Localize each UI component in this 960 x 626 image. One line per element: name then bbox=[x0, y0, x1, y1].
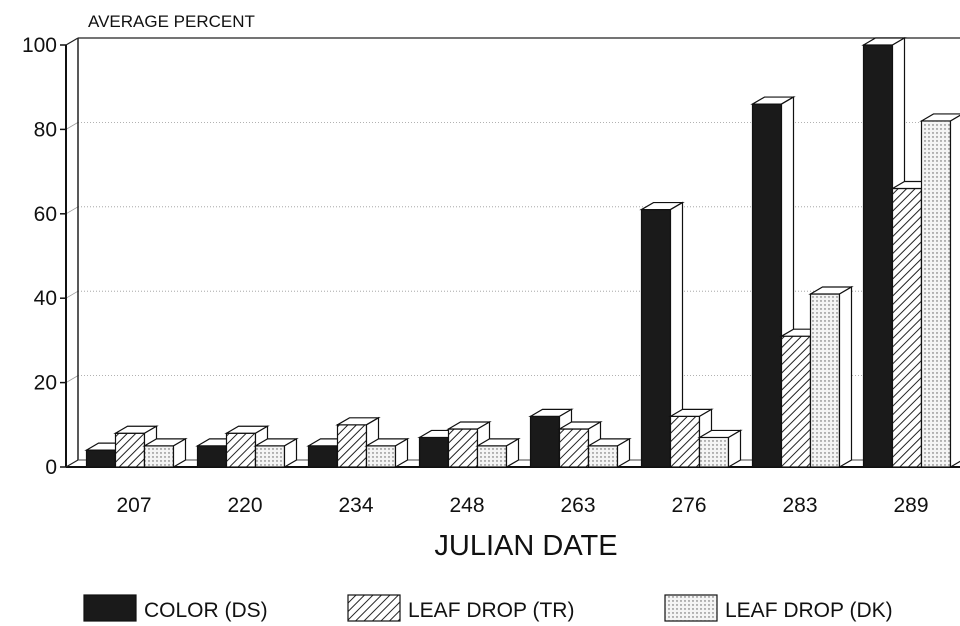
bar bbox=[364, 437, 410, 469]
bar bbox=[475, 437, 521, 469]
legend-swatch bbox=[664, 594, 718, 622]
bar bbox=[253, 437, 299, 469]
bar bbox=[919, 113, 960, 469]
bar bbox=[224, 425, 270, 469]
y-tick-label: 60 bbox=[34, 203, 57, 226]
y-tick-label: 100 bbox=[22, 34, 57, 57]
legend-label: COLOR (DS) bbox=[144, 599, 268, 622]
x-tick-label: 276 bbox=[671, 494, 706, 517]
gridline-side bbox=[65, 122, 79, 130]
legend-label: LEAF DROP (TR) bbox=[408, 599, 574, 622]
legend-label: LEAF DROP (DK) bbox=[725, 599, 893, 622]
bar bbox=[142, 437, 188, 469]
gridline-side bbox=[65, 375, 79, 383]
legend-item: COLOR (DS) bbox=[83, 594, 268, 622]
x-tick-label: 263 bbox=[560, 494, 595, 517]
x-axis-label: JULIAN DATE bbox=[434, 530, 617, 562]
x-tick-label: 248 bbox=[449, 494, 484, 517]
bar bbox=[808, 285, 854, 469]
gridline-side bbox=[65, 206, 79, 215]
y-tick-label: 20 bbox=[34, 372, 57, 395]
legend-swatch bbox=[83, 594, 137, 622]
y-tick-label: 0 bbox=[45, 456, 57, 479]
frame-corner-top bbox=[65, 37, 79, 46]
x-tick-label: 234 bbox=[338, 494, 373, 517]
floor-left-edge bbox=[65, 459, 79, 468]
bar bbox=[697, 429, 743, 469]
x-tick-label: 283 bbox=[782, 494, 817, 517]
legend-item: LEAF DROP (DK) bbox=[664, 594, 893, 622]
x-tick-label: 207 bbox=[116, 494, 151, 517]
bar bbox=[639, 201, 685, 469]
bar bbox=[586, 437, 632, 469]
legend-swatch bbox=[347, 594, 401, 622]
y-axis-label: AVERAGE PERCENT bbox=[88, 12, 255, 31]
y-tick-label: 80 bbox=[34, 118, 57, 141]
x-tick-label: 220 bbox=[227, 494, 262, 517]
legend-item: LEAF DROP (TR) bbox=[347, 594, 574, 622]
x-tick-label: 289 bbox=[893, 494, 928, 517]
gridline-side bbox=[65, 290, 79, 299]
y-tick-label: 40 bbox=[34, 287, 57, 310]
